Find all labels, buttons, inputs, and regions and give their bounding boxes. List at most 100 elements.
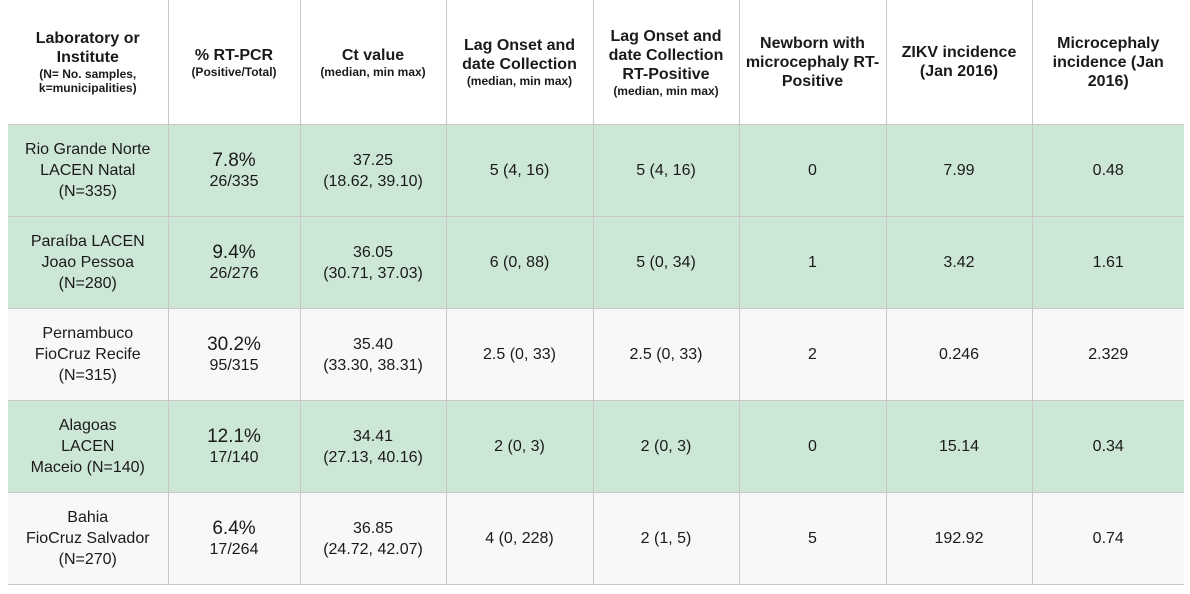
frac-value: 95/315 xyxy=(209,357,259,374)
header-row: Laboratory or Institute (N= No. samples, … xyxy=(8,0,1184,125)
cell-ct-value: 36.05 (30.71, 37.03) xyxy=(299,216,447,309)
pct-value: 30.2% xyxy=(207,334,261,355)
cell-laboratory: Rio Grande Norte LACEN Natal (N=335) xyxy=(8,124,169,217)
pct-value: 6.4% xyxy=(212,518,256,539)
lab-line: Bahia xyxy=(67,509,109,526)
ct-median: 35.40 xyxy=(352,335,394,353)
header-main: ZIKV incidence (Jan 2016) xyxy=(901,44,1017,80)
cell-rt-pcr: 6.4% 17/264 xyxy=(167,492,301,585)
cell-zikv-incidence: 15.14 xyxy=(885,400,1033,493)
cell-lag-onset: 6 (0, 88) xyxy=(445,216,594,309)
lab-line: (N=315) xyxy=(58,367,117,384)
frac-value: 26/276 xyxy=(209,265,259,282)
header-ct-value: Ct value (median, min max) xyxy=(299,0,447,125)
header-main: Ct value xyxy=(341,46,405,64)
cell-microcephaly-incidence: 0.48 xyxy=(1031,124,1184,217)
cell-rt-pcr: 9.4% 26/276 xyxy=(167,216,301,309)
cell-microcephaly-incidence: 1.61 xyxy=(1031,216,1184,309)
ct-range: (33.30, 38.31) xyxy=(323,356,423,374)
lab-line: Joao Pessoa xyxy=(41,254,134,271)
header-main: Microcephaly incidence (Jan 2016) xyxy=(1052,34,1164,90)
pct-value: 9.4% xyxy=(212,242,256,263)
lab-line: LACEN Natal xyxy=(40,162,136,179)
header-lag-onset-positive: Lag Onset and date Collection RT-Positiv… xyxy=(592,0,740,125)
cell-lag-onset: 4 (0, 228) xyxy=(445,492,594,585)
ct-median: 36.85 xyxy=(352,519,394,537)
lab-line: Maceio (N=140) xyxy=(30,459,145,476)
cell-zikv-incidence: 192.92 xyxy=(885,492,1033,585)
cell-laboratory: Alagoas LACEN Maceio (N=140) xyxy=(8,400,169,493)
lab-line: Paraíba LACEN xyxy=(30,233,145,250)
lab-line: Alagoas xyxy=(58,417,117,434)
cell-lag-onset-positive: 5 (0, 34) xyxy=(592,216,740,309)
table-row: Rio Grande Norte LACEN Natal (N=335) 7.8% 26… xyxy=(8,124,1184,217)
header-sub: (median, min max) xyxy=(613,83,719,98)
header-main: Lag Onset and date Collection RT-Positiv… xyxy=(608,27,724,83)
header-lag-onset: Lag Onset and date Collection (median, mi… xyxy=(445,0,594,125)
lab-line: (N=270) xyxy=(58,551,117,568)
cell-lag-onset-positive: 2 (0, 3) xyxy=(592,400,740,493)
ct-range: (30.71, 37.03) xyxy=(323,264,423,282)
ct-range: (27.13, 40.16) xyxy=(323,448,423,466)
lab-line: Rio Grande Norte xyxy=(25,141,151,158)
lab-line: (N=280) xyxy=(58,275,117,292)
header-rt-pcr: % RT-PCR (Positive/Total) xyxy=(167,0,301,125)
cell-newborn: 0 xyxy=(738,400,887,493)
table-row: Bahia FioCruz Salvador (N=270) 6.4% 17/264 36… xyxy=(8,492,1184,585)
ct-range: (18.62, 39.10) xyxy=(323,172,423,190)
cell-rt-pcr: 30.2% 95/315 xyxy=(167,308,301,401)
cell-rt-pcr: 12.1% 17/140 xyxy=(167,400,301,493)
header-newborn: Newborn with microcephaly RT-Positive xyxy=(738,0,887,125)
header-sub: (N= No. samples, k=municipalities) xyxy=(38,67,137,95)
lab-line: Pernambuco xyxy=(42,325,134,342)
cell-ct-value: 34.41 (27.13, 40.16) xyxy=(299,400,447,493)
header-laboratory: Laboratory or Institute (N= No. samples, … xyxy=(8,0,169,125)
results-table: Laboratory or Institute (N= No. samples, … xyxy=(8,0,1184,585)
ct-median: 37.25 xyxy=(352,151,394,169)
cell-zikv-incidence: 7.99 xyxy=(885,124,1033,217)
cell-laboratory: Pernambuco FioCruz Recife (N=315) xyxy=(8,308,169,401)
cell-zikv-incidence: 0.246 xyxy=(885,308,1033,401)
ct-range: (24.72, 42.07) xyxy=(323,540,423,558)
ct-median: 36.05 xyxy=(352,243,394,261)
table-row: Pernambuco FioCruz Recife (N=315) 30.2% 95/3… xyxy=(8,308,1184,401)
frac-value: 17/264 xyxy=(209,541,259,558)
frac-value: 17/140 xyxy=(209,449,259,466)
lab-line: LACEN xyxy=(61,438,115,455)
cell-microcephaly-incidence: 0.74 xyxy=(1031,492,1184,585)
cell-newborn: 0 xyxy=(738,124,887,217)
cell-newborn: 1 xyxy=(738,216,887,309)
header-sub: (median, min max) xyxy=(466,74,573,88)
lab-line: FioCruz Salvador xyxy=(25,530,150,547)
ct-median: 34.41 xyxy=(352,427,394,445)
cell-laboratory: Bahia FioCruz Salvador (N=270) xyxy=(8,492,169,585)
pct-value: 7.8% xyxy=(212,150,256,171)
cell-microcephaly-incidence: 0.34 xyxy=(1031,400,1184,493)
header-main: % RT-PCR xyxy=(194,46,274,64)
cell-ct-value: 35.40 (33.30, 38.31) xyxy=(299,308,447,401)
pct-value: 12.1% xyxy=(207,426,261,447)
cell-lag-onset: 5 (4, 16) xyxy=(445,124,594,217)
cell-zikv-incidence: 3.42 xyxy=(885,216,1033,309)
lab-line: (N=335) xyxy=(58,183,117,200)
cell-microcephaly-incidence: 2.329 xyxy=(1031,308,1184,401)
header-main: Laboratory or Institute xyxy=(35,30,140,66)
cell-newborn: 5 xyxy=(738,492,887,585)
header-microcephaly-incidence: Microcephaly incidence (Jan 2016) xyxy=(1031,0,1184,125)
cell-lag-onset-positive: 2.5 (0, 33) xyxy=(592,308,740,401)
cell-lag-onset-positive: 5 (4, 16) xyxy=(592,124,740,217)
table-row: Paraíba LACEN Joao Pessoa (N=280) 9.4% 26/27… xyxy=(8,216,1184,309)
cell-laboratory: Paraíba LACEN Joao Pessoa (N=280) xyxy=(8,216,169,309)
header-zikv-incidence: ZIKV incidence (Jan 2016) xyxy=(885,0,1033,125)
cell-ct-value: 37.25 (18.62, 39.10) xyxy=(299,124,447,217)
header-main: Lag Onset and date Collection xyxy=(462,37,577,73)
cell-ct-value: 36.85 (24.72, 42.07) xyxy=(299,492,447,585)
header-sub: (median, min max) xyxy=(320,64,426,79)
header-sub: (Positive/Total) xyxy=(191,64,277,79)
lab-line: FioCruz Recife xyxy=(34,346,141,363)
cell-lag-onset-positive: 2 (1, 5) xyxy=(592,492,740,585)
cell-lag-onset: 2 (0, 3) xyxy=(445,400,594,493)
frac-value: 26/335 xyxy=(209,173,259,190)
header-main: Newborn with microcephaly RT-Positive xyxy=(745,34,880,90)
cell-newborn: 2 xyxy=(738,308,887,401)
